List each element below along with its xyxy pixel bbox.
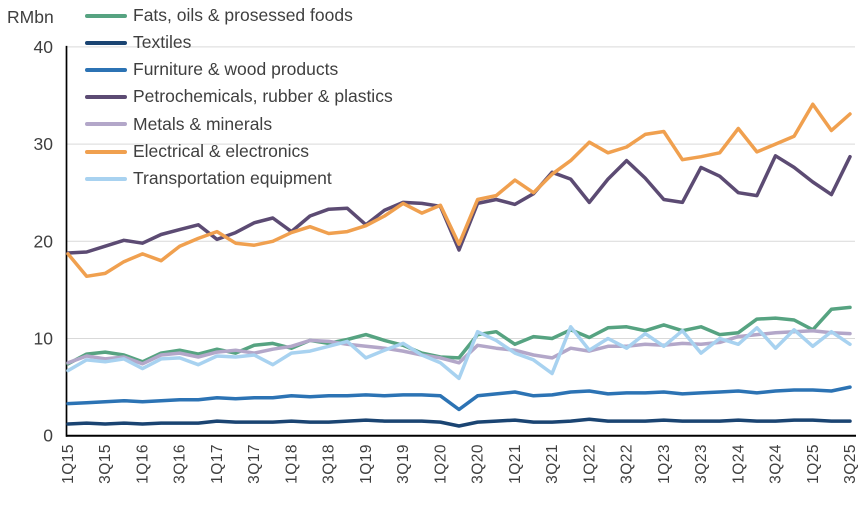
legend-line-swatch-icon — [85, 95, 127, 100]
x-tick-label-1Q18: 1Q18 — [283, 444, 300, 484]
y-tick-label-40: 40 — [34, 37, 54, 57]
legend-label: Textiles — [133, 32, 192, 53]
x-tick-label-1Q23: 1Q23 — [656, 444, 673, 484]
series-line-textiles — [66, 417, 852, 428]
series-line-furniture-wood-products — [66, 385, 852, 412]
legend-line-swatch-icon — [85, 122, 127, 127]
y-axis-unit-label: RMbn — [7, 7, 54, 27]
x-tick-label-3Q15: 3Q15 — [97, 444, 114, 484]
x-tick-label-1Q24: 1Q24 — [730, 444, 747, 484]
legend-line-swatch-icon — [85, 176, 127, 181]
legend-item-5: Metals & minerals — [85, 111, 393, 138]
y-tick-label-20: 20 — [34, 231, 54, 251]
series-line-fats-oils-prosessed-foods — [66, 305, 852, 366]
x-tick-label-1Q25: 1Q25 — [805, 444, 822, 484]
legend-line-swatch-icon — [85, 149, 127, 154]
x-tick-label-1Q22: 1Q22 — [581, 444, 598, 484]
x-tick-label-1Q15: 1Q15 — [60, 444, 77, 484]
legend-label: Fats, oils & prosessed foods — [133, 4, 353, 25]
x-tick-label-3Q25: 3Q25 — [842, 444, 859, 484]
x-tick-label-3Q24: 3Q24 — [768, 444, 785, 484]
legend-label: Furniture & wood products — [133, 59, 339, 80]
legend-label: Electrical & electronics — [133, 140, 310, 161]
legend-line-swatch-icon — [85, 40, 127, 45]
legend-line-swatch-icon — [85, 13, 127, 18]
y-tick-label-10: 10 — [34, 329, 54, 349]
x-tick-label-3Q21: 3Q21 — [544, 444, 561, 484]
legend-item-4: Petrochemicals, rubber & plastics — [85, 84, 393, 111]
legend-item-1: Fats, oils & prosessed foods — [85, 2, 393, 29]
x-tick-label-1Q16: 1Q16 — [134, 444, 151, 484]
legend-label: Metals & minerals — [133, 113, 273, 134]
series-line-metals-minerals — [66, 328, 852, 366]
legend-item-6: Electrical & electronics — [85, 138, 393, 165]
legend-item-2: Textiles — [85, 29, 393, 56]
chart-legend: Fats, oils & prosessed foods Textiles Furn… — [85, 2, 393, 192]
legend-line-swatch-icon — [85, 67, 127, 72]
series-line-transportation-equipment — [66, 325, 852, 381]
x-tick-label-3Q19: 3Q19 — [395, 444, 412, 484]
x-tick-label-3Q18: 3Q18 — [321, 444, 338, 484]
legend-label: Transportation equipment — [133, 167, 332, 188]
x-tick-label-1Q20: 1Q20 — [432, 444, 449, 484]
x-tick-label-1Q21: 1Q21 — [507, 444, 524, 484]
series-line-electrical-electronics — [66, 102, 852, 279]
y-tick-label-30: 30 — [34, 134, 54, 154]
x-tick-label-1Q17: 1Q17 — [209, 444, 226, 484]
x-tick-label-3Q16: 3Q16 — [172, 444, 189, 484]
series-line-petrochemicals-rubber-plastics — [66, 154, 852, 255]
legend-item-7: Transportation equipment — [85, 165, 393, 192]
legend-item-3: Furniture & wood products — [85, 56, 393, 83]
y-tick-label-0: 0 — [43, 426, 53, 446]
x-tick-label-3Q23: 3Q23 — [693, 444, 710, 484]
x-tick-label-3Q17: 3Q17 — [246, 444, 263, 484]
x-tick-label-3Q20: 3Q20 — [470, 444, 487, 484]
x-tick-label-3Q22: 3Q22 — [619, 444, 636, 484]
x-tick-label-1Q19: 1Q19 — [358, 444, 375, 484]
legend-label: Petrochemicals, rubber & plastics — [133, 86, 393, 107]
